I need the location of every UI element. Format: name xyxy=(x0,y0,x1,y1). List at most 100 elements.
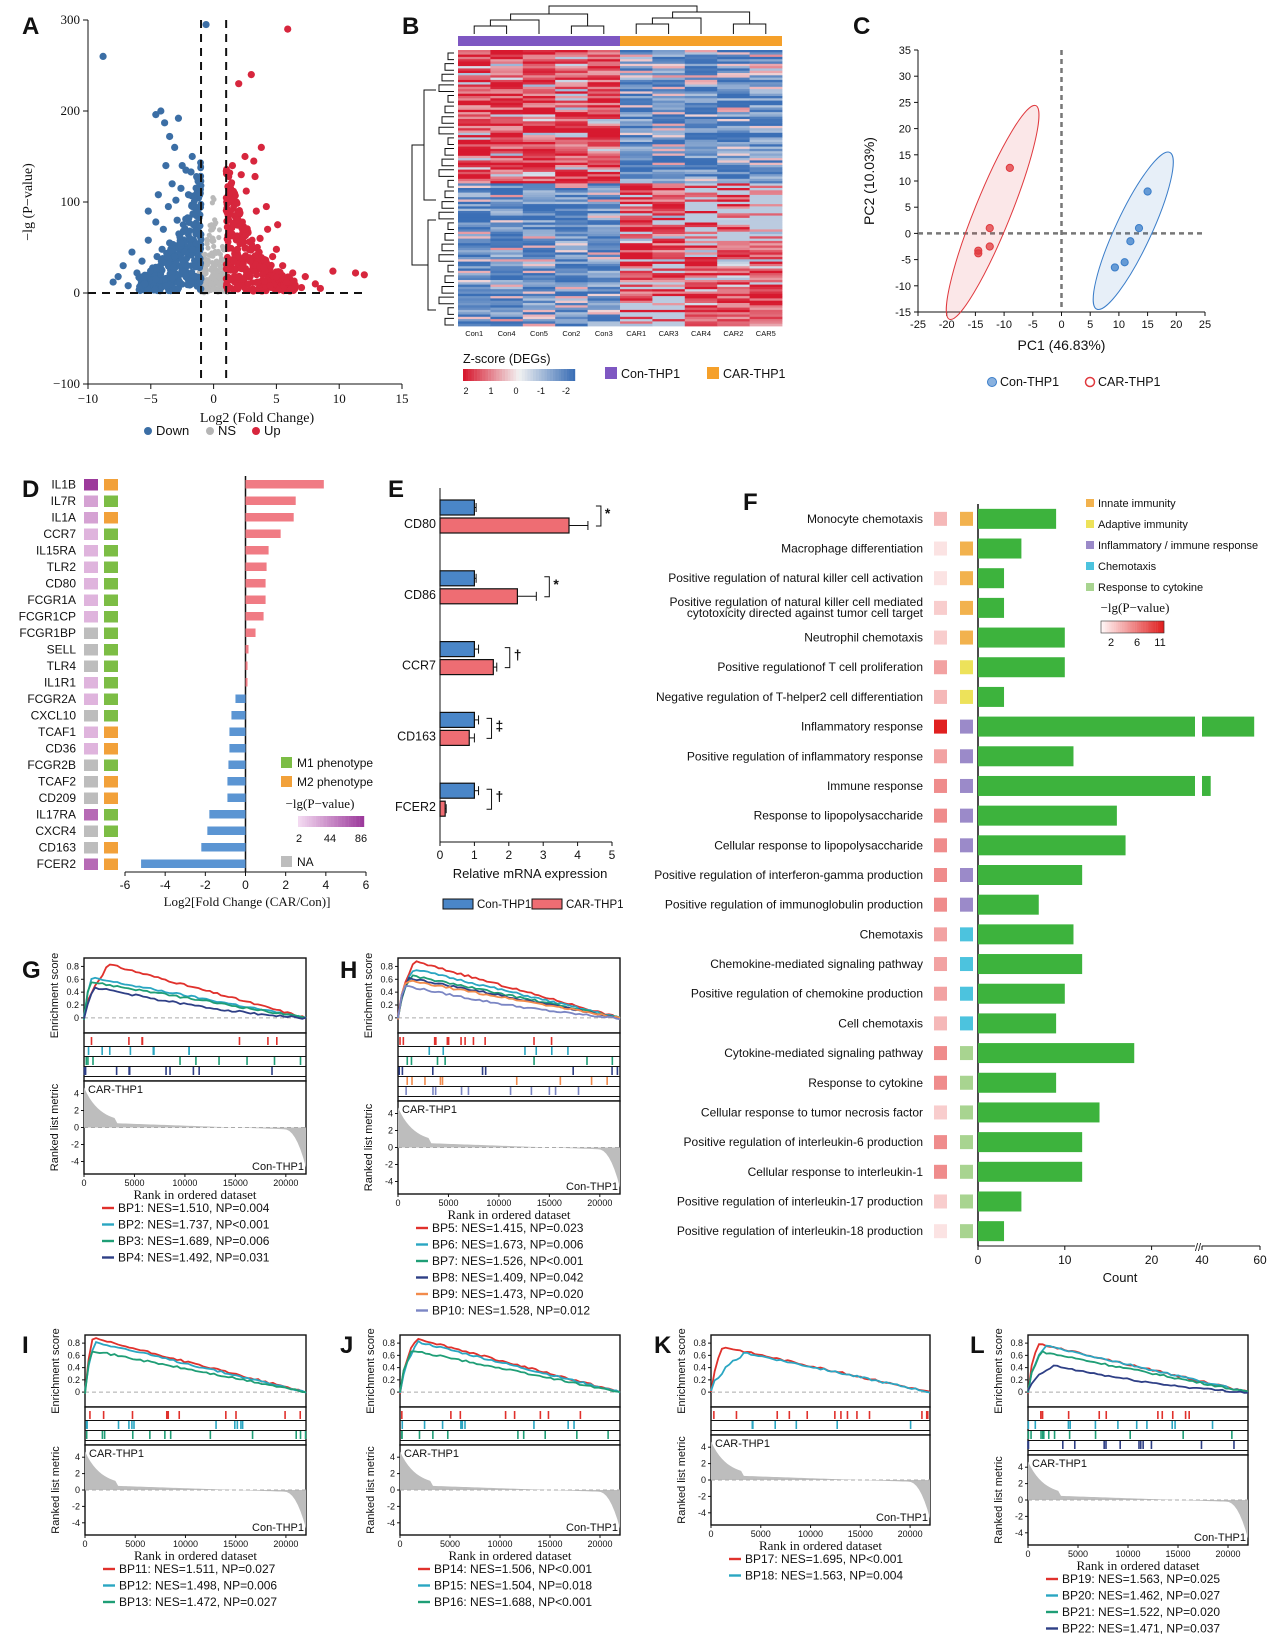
heatmap-cell xyxy=(522,105,556,108)
down-point xyxy=(161,119,169,127)
scale-step xyxy=(1109,621,1112,633)
pvalue-cell xyxy=(934,689,947,704)
panel-label: G xyxy=(22,957,41,984)
heatmap-cell xyxy=(555,247,588,251)
dendrogram-branch xyxy=(438,169,454,177)
heatmap-cell xyxy=(620,142,653,145)
heatmap-cell xyxy=(458,109,491,113)
heatmap-cell xyxy=(749,312,783,315)
heatmap-cell xyxy=(490,303,524,306)
count-bar xyxy=(978,1102,1100,1123)
x-tick-label: 0 xyxy=(437,848,444,862)
heatmap-cell xyxy=(684,245,718,249)
heatmap-cell xyxy=(522,194,556,198)
heatmap-cell xyxy=(749,109,783,113)
heatmap-cell xyxy=(684,229,718,233)
heatmap-cell xyxy=(490,199,524,203)
heatmap-cell xyxy=(684,119,718,122)
heatmap-cell xyxy=(522,79,556,83)
category-cell xyxy=(960,1135,973,1150)
heatmap-cell xyxy=(652,146,686,150)
fold-change-bar xyxy=(245,628,256,637)
y-tick-label: 0.8 xyxy=(67,1338,80,1348)
up-point xyxy=(351,269,360,277)
heatmap-cell xyxy=(490,158,524,161)
legend-label: Con-THP1 xyxy=(1000,375,1059,389)
heatmap-cell xyxy=(490,291,524,295)
heatmap-cell xyxy=(652,319,686,322)
heatmap-cell xyxy=(555,211,588,214)
heatmap-cell xyxy=(587,188,621,191)
scale-step xyxy=(1126,621,1129,633)
heatmap-cell xyxy=(458,174,491,177)
category-cell xyxy=(960,1075,973,1090)
heatmap-cell xyxy=(620,98,653,101)
heatmap-cell xyxy=(717,178,750,182)
heatmap-cell xyxy=(458,263,491,267)
heatmap-cell xyxy=(684,185,718,189)
heatmap-cell xyxy=(522,252,556,256)
legend-label: Inflammatory / immune response xyxy=(1098,540,1258,552)
heatmap-cell xyxy=(717,84,750,88)
heatmap-cell xyxy=(522,130,556,134)
heatmap-cell xyxy=(587,289,621,292)
dendrogram-branch xyxy=(672,11,751,24)
up-point xyxy=(242,187,250,195)
heatmap-cell xyxy=(458,61,491,65)
heatmap-cell xyxy=(587,73,621,76)
dendrogram-branch xyxy=(447,222,454,230)
scale-step xyxy=(306,816,310,827)
expression-bar xyxy=(439,570,476,587)
heatmap-cell xyxy=(620,84,653,88)
heatmap-cell xyxy=(522,63,556,67)
count-bar xyxy=(978,716,1195,737)
heatmap-cell xyxy=(555,231,588,235)
heatmap-cell xyxy=(652,139,686,143)
heatmap-cells xyxy=(458,50,783,327)
heatmap-cell xyxy=(555,201,588,205)
up-point xyxy=(234,273,242,281)
up-point xyxy=(272,245,280,253)
y-tick-label: 0.4 xyxy=(67,1363,80,1373)
heatmap-cell xyxy=(652,314,686,318)
heatmap-cell xyxy=(717,197,750,200)
heatmap-cell xyxy=(587,224,621,228)
heatmap-cell xyxy=(717,137,750,141)
down-point xyxy=(162,162,170,170)
heatmap-cell xyxy=(652,234,686,237)
y-tick-label: 0.2 xyxy=(380,1000,393,1010)
heatmap-cell xyxy=(620,190,653,193)
scale-step xyxy=(1115,621,1118,633)
heatmap-cell xyxy=(587,128,621,131)
negative-label: Con-THP1 xyxy=(1194,1532,1246,1544)
term-label: Cytokine-mediated signaling pathway xyxy=(724,1046,923,1060)
down-point xyxy=(158,245,166,253)
heatmap-cell xyxy=(620,194,653,198)
ns-point xyxy=(204,239,210,245)
y-tick-label: 0.8 xyxy=(380,961,393,971)
heatmap-cell xyxy=(490,282,524,285)
heatmap-cell xyxy=(587,91,621,95)
heatmap-cell xyxy=(490,119,524,122)
scale-step xyxy=(328,816,332,827)
heatmap-cell xyxy=(522,119,556,122)
heatmap-cell xyxy=(490,160,524,164)
term-label: Cell chemotaxis xyxy=(838,1016,923,1030)
scale-step xyxy=(326,816,329,827)
gene-label: IL1R1 xyxy=(44,675,76,689)
pvalue-cell xyxy=(84,627,98,639)
heatmap-cell xyxy=(652,289,686,292)
scale-step xyxy=(1130,621,1133,633)
legend-label: BP3: NES=1.689, NP=0.006 xyxy=(118,1234,270,1248)
x-tick-label: 4 xyxy=(574,848,581,862)
heatmap-cell xyxy=(587,151,621,154)
heatmap-cell xyxy=(749,289,783,292)
colorbar-step xyxy=(510,369,514,381)
y-tick-label: 15 xyxy=(899,150,911,162)
heatmap-cell xyxy=(620,144,653,147)
down-point xyxy=(151,286,159,294)
heatmap-cell xyxy=(620,132,653,136)
heatmap-cell xyxy=(749,217,783,221)
heatmap-cell xyxy=(522,174,556,177)
term-label: Cellular response to lipopolysaccharide xyxy=(714,838,923,852)
